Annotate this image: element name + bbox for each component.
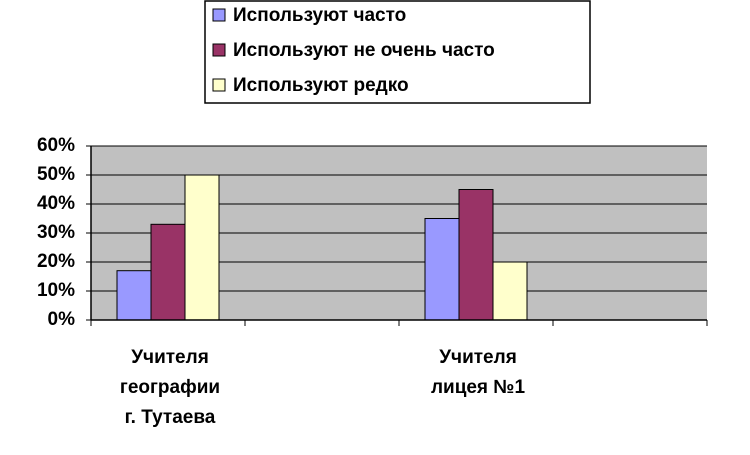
bar: [424, 218, 460, 321]
legend-swatch: [212, 78, 226, 92]
legend-swatch: [212, 43, 226, 57]
legend-swatch: [212, 8, 226, 22]
bar: [458, 189, 494, 321]
x-tick-label: Учителя географии г. Тутаева: [119, 347, 221, 428]
x-tick-label: Учителя лицея №1: [430, 347, 526, 398]
y-tick-label: 20%: [37, 251, 75, 272]
y-tick-label: 0%: [48, 309, 76, 330]
bar: [492, 261, 528, 321]
y-tick-label: 30%: [37, 222, 75, 243]
legend-label: Используют редко: [233, 75, 409, 96]
bar: [116, 270, 152, 321]
bar: [184, 174, 220, 321]
bar: [150, 223, 186, 321]
y-tick-label: 10%: [37, 280, 75, 301]
y-tick-label: 60%: [37, 135, 75, 156]
y-tick-label: 50%: [37, 164, 75, 185]
legend-box: [204, 0, 591, 104]
legend-label: Используют не очень часто: [233, 40, 495, 61]
legend-label: Используют часто: [233, 5, 406, 26]
y-tick-label: 40%: [37, 193, 75, 214]
